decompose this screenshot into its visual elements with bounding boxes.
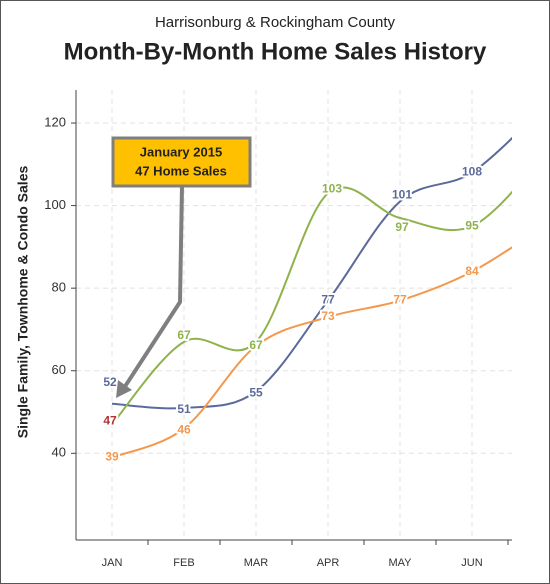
value-label: 55 — [249, 386, 263, 400]
chart-title: Month-By-Month Home Sales History — [64, 38, 487, 65]
value-label: 108 — [462, 165, 482, 179]
series-line — [111, 246, 512, 459]
callout-line2: 47 Home Sales — [135, 163, 227, 178]
series-line — [111, 136, 512, 410]
callout-arrow — [122, 185, 184, 390]
x-tick-label: FEB — [173, 557, 194, 569]
chart-subtitle: Harrisonburg & Rockingham County — [155, 14, 396, 31]
y-tick-label: 120 — [44, 114, 66, 129]
value-label: 84 — [465, 264, 479, 278]
value-label: 39 — [105, 450, 119, 464]
value-label: 47 — [103, 414, 117, 428]
x-tick-label: MAR — [244, 557, 269, 569]
y-axis-label: Single Family, Townhome & Condo Sales — [15, 166, 31, 439]
value-label: 103 — [322, 181, 342, 195]
value-label: 46 — [177, 423, 191, 437]
callout-arrowhead — [116, 380, 132, 398]
plot-lines — [111, 136, 512, 459]
callout-box — [111, 136, 252, 188]
value-label: 95 — [465, 218, 479, 232]
y-tick-label: 40 — [52, 445, 66, 460]
value-label: 51 — [177, 402, 191, 416]
value-label: 101 — [392, 188, 412, 202]
callout-line1: January 2015 — [140, 144, 222, 159]
value-label: 73 — [321, 309, 335, 323]
series-line — [111, 186, 512, 426]
callout: January 2015 47 Home Sales — [111, 136, 252, 398]
value-label: 97 — [395, 220, 409, 234]
y-tick-label: 100 — [44, 197, 66, 212]
y-tick-label: 60 — [52, 362, 66, 377]
y-tick-label: 80 — [52, 280, 66, 295]
value-label: 77 — [321, 293, 335, 307]
value-label: 47 — [103, 413, 117, 427]
x-tick-label: APR — [317, 557, 340, 569]
value-label: 67 — [249, 338, 263, 352]
value-label: 67 — [177, 328, 191, 342]
x-tick-label: JAN — [102, 557, 123, 569]
x-tick-label: MAY — [388, 557, 412, 569]
value-label: 77 — [393, 293, 407, 307]
value-label: 52 — [103, 375, 117, 389]
x-tick-label: JUN — [461, 557, 482, 569]
